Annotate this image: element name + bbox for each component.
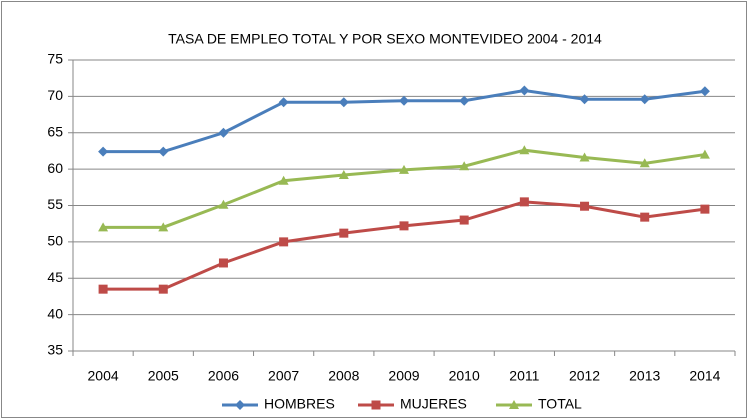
- y-tick-label: 40: [47, 305, 63, 321]
- data-point: [338, 97, 349, 108]
- y-tick-label: 50: [47, 233, 63, 249]
- x-tick-label: 2011: [509, 368, 539, 384]
- data-point: [579, 94, 590, 105]
- data-point: [580, 201, 590, 211]
- x-tick-label: 2009: [388, 368, 419, 384]
- chart-title: TASA DE EMPLEO TOTAL Y POR SEXO MONTEVID…: [168, 31, 602, 47]
- data-point: [519, 197, 529, 207]
- data-point: [399, 221, 409, 231]
- data-point: [639, 158, 650, 168]
- y-tick-label: 70: [47, 87, 63, 103]
- legend-marker: [235, 400, 245, 410]
- data-point: [98, 284, 108, 294]
- legend-label: TOTAL: [538, 396, 582, 412]
- data-point: [459, 161, 470, 171]
- data-point: [459, 95, 470, 106]
- legend-marker: [371, 400, 381, 410]
- data-point: [278, 97, 289, 108]
- data-point: [218, 199, 229, 209]
- x-tick-label: 2013: [629, 368, 660, 384]
- data-point: [339, 228, 349, 238]
- data-point: [279, 237, 289, 247]
- legend-label: HOMBRES: [264, 396, 335, 412]
- x-tick-label: 2010: [449, 368, 480, 384]
- data-point: [519, 145, 530, 155]
- x-tick-label: 2004: [88, 368, 119, 384]
- x-tick-label: 2007: [268, 368, 299, 384]
- data-point: [699, 149, 710, 159]
- data-point: [158, 146, 169, 157]
- legend-marker: [509, 400, 519, 409]
- data-point: [158, 222, 169, 232]
- data-point: [98, 222, 109, 232]
- data-point: [639, 94, 650, 105]
- x-tick-label: 2005: [148, 368, 179, 384]
- x-tick-label: 2008: [328, 368, 359, 384]
- y-tick-label: 55: [47, 196, 63, 212]
- data-point: [699, 86, 710, 97]
- data-point: [218, 258, 228, 268]
- data-point: [579, 152, 590, 162]
- data-point: [158, 284, 168, 294]
- data-point: [519, 85, 530, 96]
- data-point: [459, 215, 469, 225]
- data-point: [278, 175, 289, 185]
- y-tick-label: 45: [47, 269, 63, 285]
- data-point: [399, 95, 409, 106]
- data-point: [338, 169, 349, 179]
- data-point: [98, 146, 109, 157]
- legend-label: MUJERES: [400, 396, 467, 412]
- data-point: [640, 212, 650, 222]
- x-tick-label: 2012: [569, 368, 600, 384]
- y-tick-label: 60: [47, 160, 63, 176]
- y-tick-label: 75: [47, 51, 63, 67]
- y-tick-label: 35: [47, 342, 63, 358]
- data-point: [218, 127, 229, 138]
- data-point: [399, 164, 409, 174]
- x-tick-label: 2006: [208, 368, 239, 384]
- data-point: [700, 204, 710, 214]
- x-tick-label: 2014: [689, 368, 720, 384]
- y-tick-label: 65: [47, 123, 63, 139]
